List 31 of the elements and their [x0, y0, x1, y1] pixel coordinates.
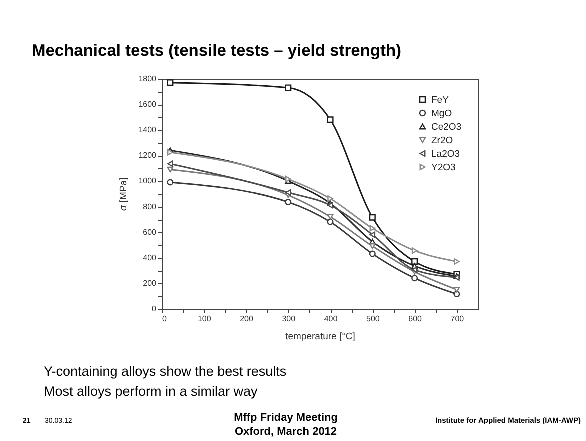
- y-tick-label: 1200: [138, 151, 158, 160]
- x-tick-label: 400: [324, 314, 338, 324]
- x-tick-label: 300: [282, 314, 296, 324]
- legend-label: Zr2O: [432, 135, 454, 146]
- legend-label: La2O3: [432, 148, 460, 160]
- y-tick-label: 1000: [138, 176, 158, 186]
- y-tick-label: 1600: [138, 100, 158, 110]
- chart-title: Mechanical tests (tensile tests – yield strength): [32, 42, 402, 60]
- y-tick-label: 1400: [138, 126, 158, 135]
- legend-label: MgO: [432, 108, 452, 120]
- y-tick-label: 600: [143, 228, 158, 237]
- legend-label: FeY: [432, 94, 450, 106]
- legend-label: Ce2O3: [432, 122, 462, 133]
- text: Most alloys perform in a similar way: [44, 384, 258, 399]
- legend-label: Y2O3: [432, 162, 456, 174]
- x-tick-label: 500: [366, 314, 380, 324]
- x-tick-label: 200: [240, 314, 254, 324]
- text: Oxford, March 2012: [234, 426, 338, 438]
- y-tick-label: 1800: [138, 74, 158, 84]
- y-tick-label: 0: [152, 304, 158, 314]
- x-tick-label: 600: [408, 314, 423, 324]
- x-tick-label: 700: [450, 314, 465, 324]
- y-tick-label: 800: [143, 202, 158, 212]
- x-tick-label: 0: [162, 314, 168, 324]
- x-tick-label: 100: [198, 314, 212, 324]
- x-axis-title: temperature [°C]: [286, 332, 356, 342]
- text: Mffp Friday Meeting: [234, 412, 338, 424]
- y-axis-title: σ [MPa]: [118, 178, 130, 212]
- text: Y-containing alloys show the best results: [44, 364, 287, 379]
- y-tick-label: 200: [143, 278, 158, 288]
- y-tick-label: 400: [143, 253, 158, 262]
